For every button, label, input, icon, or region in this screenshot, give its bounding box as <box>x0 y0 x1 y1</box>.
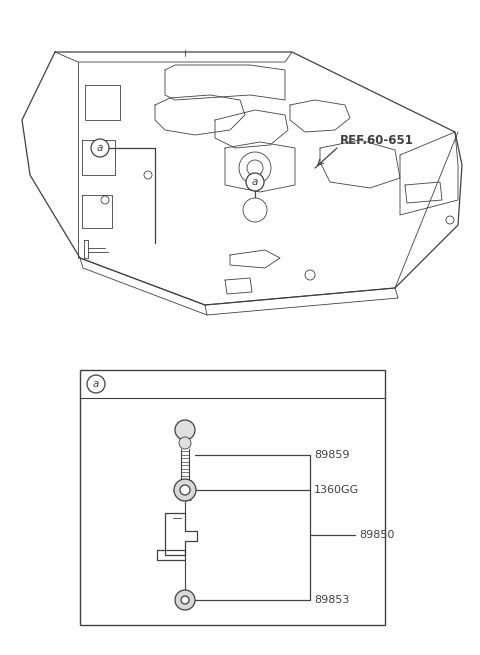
Text: a: a <box>93 379 99 389</box>
Circle shape <box>181 596 189 604</box>
Text: 1360GG: 1360GG <box>314 485 359 495</box>
Circle shape <box>239 152 271 184</box>
Circle shape <box>174 479 196 501</box>
Circle shape <box>175 590 195 610</box>
Circle shape <box>91 139 109 157</box>
Circle shape <box>243 198 267 222</box>
Circle shape <box>305 270 315 280</box>
Text: 89859: 89859 <box>314 450 349 460</box>
Circle shape <box>179 437 191 449</box>
Circle shape <box>180 485 190 495</box>
Circle shape <box>87 375 105 393</box>
Text: REF.60-651: REF.60-651 <box>340 134 414 147</box>
Circle shape <box>446 216 454 224</box>
Circle shape <box>101 196 109 204</box>
Text: a: a <box>97 143 103 153</box>
Text: a: a <box>252 177 258 187</box>
Circle shape <box>144 171 152 179</box>
Circle shape <box>247 160 263 176</box>
Text: 89850: 89850 <box>359 530 395 540</box>
Text: 89853: 89853 <box>314 595 349 605</box>
Bar <box>80 370 385 625</box>
Circle shape <box>246 173 264 191</box>
Circle shape <box>175 420 195 440</box>
